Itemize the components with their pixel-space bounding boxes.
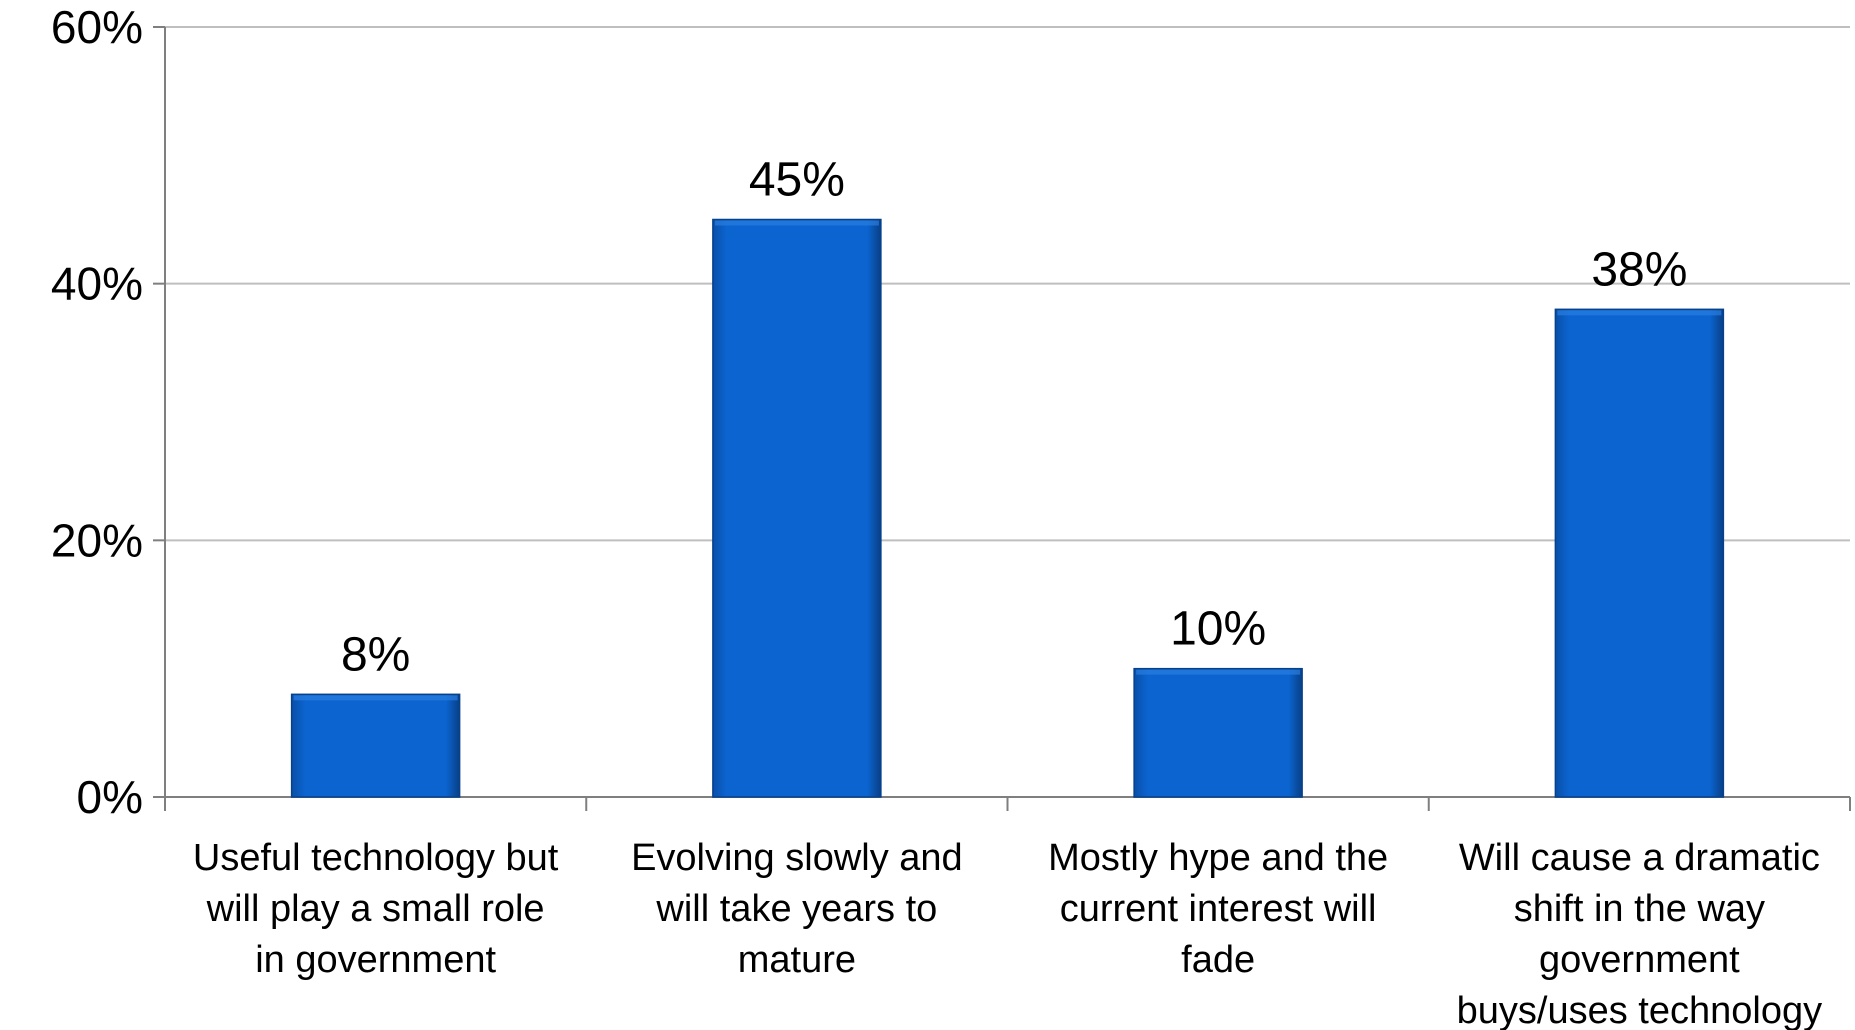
category-label-line: Mostly hype and the [1048, 837, 1388, 879]
category-label-line: fade [1181, 939, 1255, 981]
category-label-line: Useful technology but [193, 837, 559, 879]
y-tick-label: 40% [51, 258, 143, 310]
category-label-line: in government [255, 939, 496, 981]
category-label-line: buys/uses technology [1457, 990, 1822, 1030]
data-label: 10% [1170, 603, 1266, 656]
category-label-line: will play a small role [206, 888, 545, 930]
category-label: Useful technology but will play a small r… [193, 837, 559, 981]
y-tick-label: 60% [51, 1, 143, 53]
category-label: Mostly hype and the current interest will… [1048, 837, 1388, 981]
y-tick-label: 0% [77, 771, 143, 823]
category-label-line: Evolving slowly and [631, 837, 963, 879]
category-label-line: shift in the way [1514, 888, 1765, 930]
data-label: 45% [749, 154, 845, 207]
labels: 0% 20% 40% 60% 8% Useful technology but will p… [51, 1, 1822, 1030]
bar [1554, 308, 1725, 798]
category-label-line: Will cause a dramatic [1459, 837, 1820, 879]
category-label-line: mature [738, 939, 856, 981]
bar [1133, 667, 1303, 798]
category-label-line: government [1539, 939, 1740, 981]
category-label: Will cause a dramatic shift in the way gov… [1457, 837, 1822, 1030]
bar-highlight [293, 695, 458, 701]
bars [290, 218, 1725, 798]
category-label-line: current interest will [1060, 888, 1377, 930]
y-tick-label: 20% [51, 514, 143, 566]
bar-highlight [1136, 669, 1301, 675]
bar-highlight [714, 220, 879, 226]
data-label: 38% [1591, 243, 1687, 296]
bar [290, 693, 461, 798]
data-label: 8% [341, 628, 410, 681]
bar [712, 218, 882, 798]
category-label: Evolving slowly and will take years to mat… [631, 837, 963, 981]
category-label-line: will take years to [655, 888, 937, 930]
bar-highlight [1557, 310, 1722, 316]
